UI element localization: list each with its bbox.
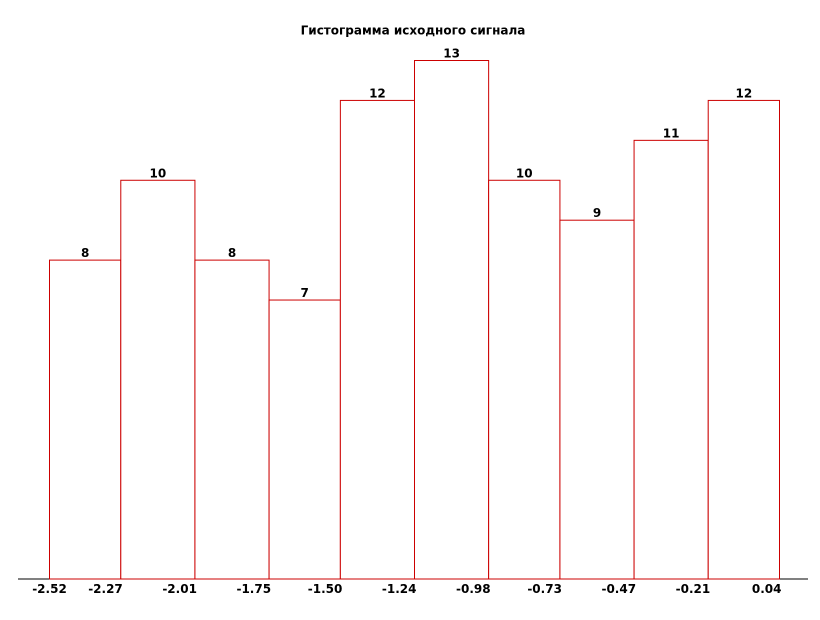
value-label: 11	[663, 126, 680, 140]
bar	[414, 60, 490, 580]
value-label: 13	[443, 47, 460, 61]
value-label: 9	[593, 206, 601, 220]
bar	[488, 179, 561, 580]
value-label: 12	[736, 86, 753, 100]
x-tick-label: 0.04	[752, 582, 782, 596]
value-label: 10	[150, 166, 167, 180]
x-tick-label: -2.27	[88, 582, 123, 596]
x-tick-label: -0.73	[527, 582, 562, 596]
value-label: 8	[81, 246, 89, 260]
x-tick-label: -1.50	[308, 582, 343, 596]
value-label: 10	[516, 166, 533, 180]
bar	[339, 99, 415, 580]
bar	[49, 259, 122, 580]
value-label: 8	[228, 246, 236, 260]
bar	[194, 259, 270, 580]
x-tick-label: -0.21	[676, 582, 711, 596]
bar	[707, 99, 780, 580]
bar	[633, 139, 709, 580]
bar	[120, 179, 196, 580]
value-label: 12	[369, 86, 386, 100]
bar	[559, 219, 635, 580]
chart-title: Гистограмма исходного сигнала	[301, 24, 526, 38]
value-label: 7	[301, 286, 309, 300]
x-tick-label: -1.24	[382, 582, 417, 596]
x-tick-label: -2.52	[32, 582, 67, 596]
bar	[268, 299, 341, 580]
x-tick-label: -0.98	[456, 582, 491, 596]
x-tick-label: -0.47	[601, 582, 636, 596]
x-tick-label: -2.01	[162, 582, 197, 596]
x-tick-label: -1.75	[236, 582, 271, 596]
